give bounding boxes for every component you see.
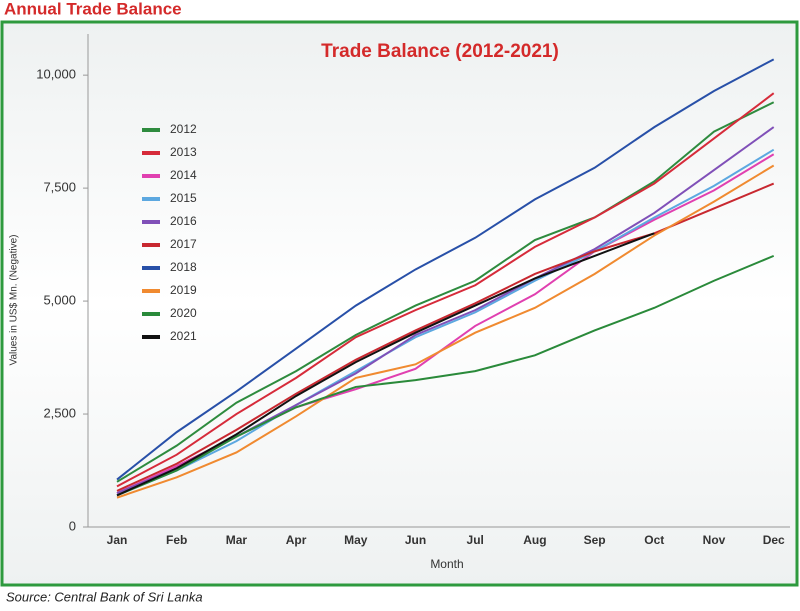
legend-label: 2014 <box>170 168 197 182</box>
x-tick-label: Jan <box>107 533 128 547</box>
legend-label: 2015 <box>170 191 197 205</box>
x-tick-label: Jul <box>467 533 484 547</box>
y-axis-label: Values in US$ Mn. (Negative) <box>9 235 20 366</box>
line-series <box>116 164 775 499</box>
x-tick-label: Nov <box>703 533 726 547</box>
x-tick-label: Jun <box>405 533 426 547</box>
y-tick-label: 5,000 <box>43 293 76 308</box>
y-tick-label: 10,000 <box>36 67 76 82</box>
legend-label: 2013 <box>170 145 197 159</box>
x-tick-label: May <box>344 533 368 547</box>
x-tick-label: Sep <box>584 533 606 547</box>
chart-title: Trade Balance (2012-2021) <box>321 41 559 62</box>
y-tick-label: 7,500 <box>43 180 76 195</box>
y-tick-label: 2,500 <box>43 405 76 420</box>
legend-label: 2018 <box>170 260 197 274</box>
legend-label: 2017 <box>170 237 197 251</box>
x-tick-label: Aug <box>523 533 546 547</box>
x-tick-label: Apr <box>286 533 307 547</box>
page-title: Annual Trade Balance <box>4 0 182 18</box>
legend-label: 2016 <box>170 214 197 228</box>
line-series <box>116 101 775 483</box>
line-series <box>116 58 775 481</box>
x-tick-label: Feb <box>166 533 187 547</box>
source-note: Source: Central Bank of Sri Lanka <box>6 589 203 604</box>
legend-label: 2020 <box>170 306 197 320</box>
x-axis-label: Month <box>430 557 463 571</box>
legend-label: 2021 <box>170 329 197 343</box>
legend-label: 2012 <box>170 122 197 136</box>
y-tick-label: 0 <box>69 518 76 533</box>
chart-frame <box>0 20 799 587</box>
x-tick-label: Dec <box>763 533 785 547</box>
line-series <box>116 254 775 497</box>
legend-label: 2019 <box>170 283 197 297</box>
line-series <box>116 92 775 488</box>
line-series <box>116 148 775 497</box>
x-tick-label: Mar <box>226 533 248 547</box>
line-series <box>116 232 655 497</box>
x-tick-label: Oct <box>644 533 664 547</box>
